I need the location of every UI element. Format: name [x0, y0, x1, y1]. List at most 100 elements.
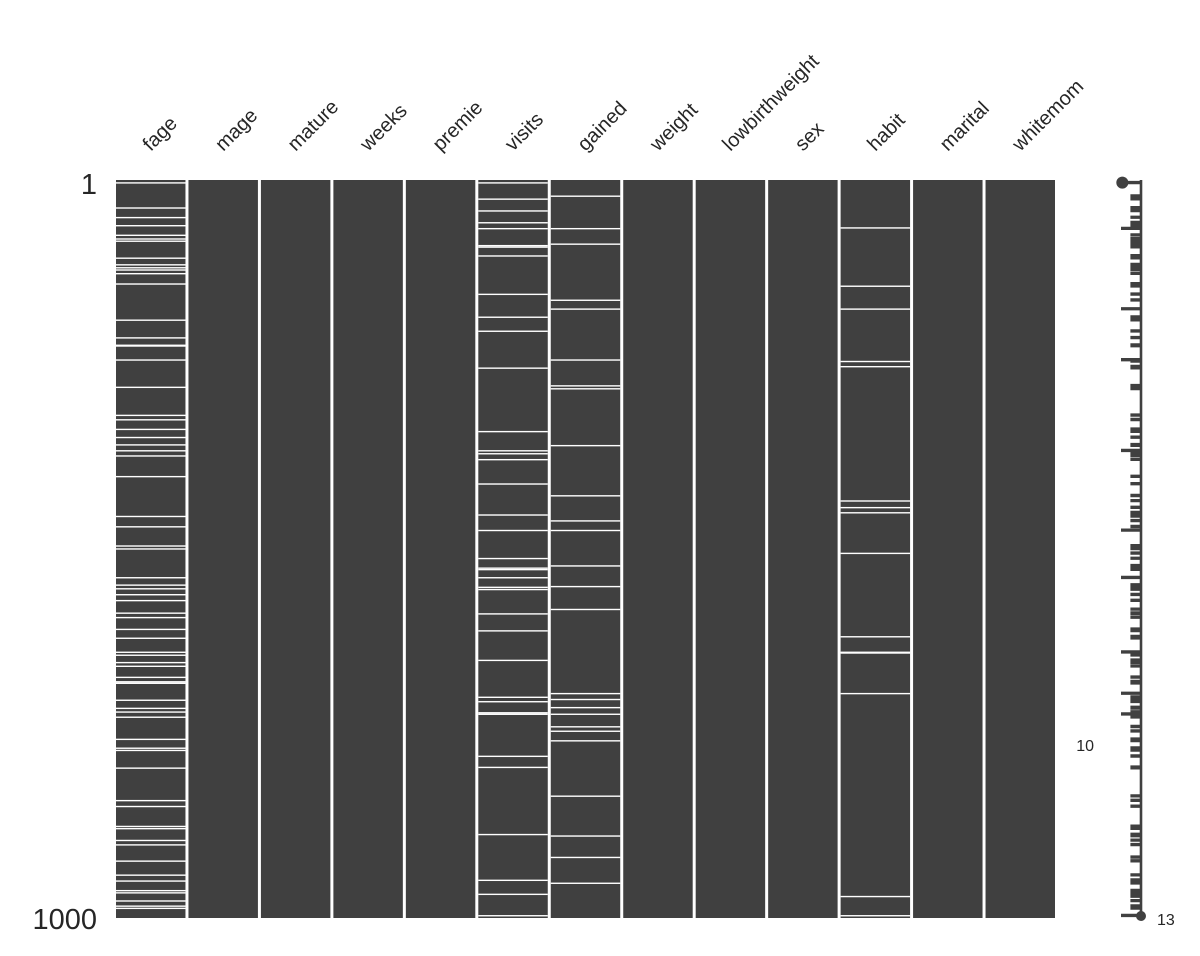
missing-row-line: [116, 337, 186, 339]
column-bar: [623, 180, 693, 918]
missing-row-line: [116, 799, 186, 802]
column-bar: [260, 180, 331, 918]
missing-row-line: [116, 900, 186, 902]
column-whitemom: [985, 180, 1055, 918]
missing-row-line: [840, 227, 911, 229]
missing-row-line: [116, 548, 186, 550]
missing-row-line: [840, 692, 911, 695]
column-label: mature: [284, 96, 344, 156]
missing-row-line: [550, 795, 621, 797]
missing-row-line: [478, 316, 548, 318]
missing-row-line: [550, 495, 621, 497]
missing-row-line: [550, 692, 621, 695]
missing-row-line: [116, 264, 186, 266]
missing-row-line: [116, 283, 186, 285]
sparkline-min-marker: [1116, 176, 1129, 189]
column-label: visits: [501, 109, 548, 156]
missing-row-line: [840, 915, 911, 917]
missing-row-line: [116, 716, 186, 718]
column-bar: [913, 180, 983, 918]
missing-row-line: [116, 839, 186, 842]
missing-row-line: [478, 330, 548, 332]
missing-row-line: [116, 450, 186, 452]
missing-row-line: [116, 747, 186, 749]
missing-row-line: [116, 319, 186, 321]
sparkline-max-marker: [1136, 911, 1146, 921]
column-bar: [405, 180, 476, 918]
missing-row-line: [478, 450, 548, 452]
missing-row-line: [840, 360, 911, 363]
missing-row-line: [116, 455, 186, 457]
missing-row-line: [116, 874, 186, 876]
missing-row-line: [116, 225, 186, 227]
missing-row-line: [550, 385, 621, 387]
missing-row-line: [116, 257, 186, 259]
column-label: fage: [139, 112, 182, 155]
column-premie: [405, 180, 476, 918]
missing-row-line: [116, 892, 186, 894]
missing-row-line: [840, 365, 911, 368]
missing-row-line: [116, 272, 186, 275]
missing-row-line: [116, 419, 186, 421]
missing-row-line: [116, 616, 186, 619]
completeness-sparkline: [1116, 176, 1146, 921]
column-fage: [116, 180, 186, 918]
missing-row-line: [116, 386, 186, 389]
column-weeks: [333, 180, 403, 918]
missing-row-line: [550, 388, 621, 390]
column-label: premie: [429, 97, 488, 156]
missing-row-line: [550, 882, 621, 884]
missing-row-line: [116, 584, 186, 586]
missing-row-line: [116, 827, 186, 830]
missing-row-line: [116, 707, 186, 710]
missing-row-line: [478, 210, 548, 212]
column-bar: [840, 180, 911, 918]
missing-row-line: [840, 652, 911, 654]
missing-row-line: [840, 506, 911, 509]
missing-row-line: [550, 740, 621, 742]
missing-row-line: [550, 195, 621, 197]
missing-row-line: [116, 654, 186, 656]
column-label: weight: [645, 99, 702, 156]
missing-row-line: [550, 299, 621, 301]
column-label: mage: [211, 105, 262, 156]
missing-row-line: [478, 915, 548, 917]
missing-row-line: [116, 628, 186, 631]
column-label: habit: [863, 109, 910, 156]
missing-row-line: [840, 636, 911, 638]
missing-row-line: [550, 520, 621, 522]
missing-row-line: [116, 414, 186, 417]
matrix-columns: [116, 180, 1055, 918]
column-bar: [768, 180, 838, 918]
missing-row-line: [550, 713, 621, 715]
missing-row-line: [116, 805, 186, 808]
missing-row-line: [116, 444, 186, 446]
missing-row-line: [478, 514, 548, 516]
missing-row-line: [116, 269, 186, 271]
y-tick-label-first: 1: [81, 169, 97, 201]
missing-row-line: [478, 567, 548, 569]
missing-row-line: [116, 234, 186, 237]
missing-row-line: [116, 738, 186, 741]
missing-row-line: [550, 308, 621, 310]
missing-row-line: [478, 696, 548, 698]
missing-row-line: [116, 588, 186, 590]
missing-row-line: [116, 905, 186, 907]
missing-row-line: [840, 895, 911, 898]
missing-row-line: [116, 767, 186, 769]
missing-row-line: [478, 246, 548, 248]
missing-row-line: [478, 453, 548, 455]
column-bar: [695, 180, 766, 918]
missing-row-line: [478, 557, 548, 560]
missing-row-line: [550, 608, 621, 611]
column-mature: [260, 180, 331, 918]
missing-row-line: [478, 766, 548, 769]
missing-row-line: [116, 699, 186, 701]
sparkline-path: [1121, 180, 1143, 918]
column-label: marital: [936, 98, 994, 156]
column-lowbirthweight: [695, 180, 766, 918]
missing-row-line: [840, 308, 911, 310]
column-bar: [333, 180, 403, 918]
missing-row-line: [116, 651, 186, 653]
